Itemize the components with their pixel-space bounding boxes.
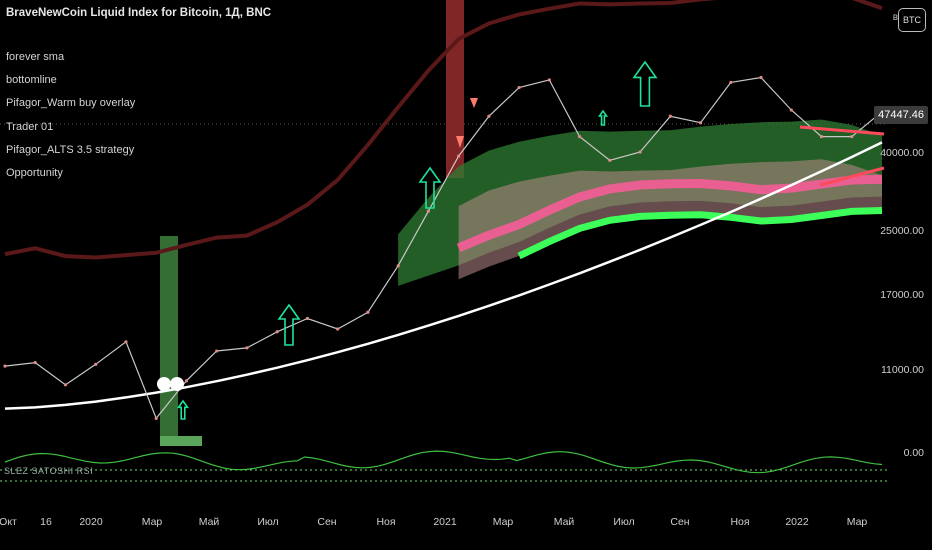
triangle-down-icon [470,98,478,108]
symbol-badge[interactable]: BTC [898,8,926,32]
price-point [608,158,612,162]
price-point [63,383,68,387]
chart-title: BraveNewCoin Liquid Index for Bitcoin, 1… [6,7,272,19]
price-point [517,85,521,90]
x-tick-label: 2022 [785,516,809,528]
triangle-down-icon [456,136,464,148]
price-point [366,310,370,314]
y-tick-label: 17000.00 [880,289,924,301]
price-point [457,154,461,158]
price-point [396,264,400,268]
arrow-up-icon [597,109,609,126]
last-price-tag: 47447.46 [874,106,928,124]
green-cloud [398,119,882,286]
price-point [729,80,733,85]
x-tick-label: Мар [846,516,868,528]
price-point [819,135,824,139]
indicator-legend: forever sma bottomline Pifagor_Warm buy … [6,22,135,185]
price-point [668,114,672,118]
price-point [850,135,854,139]
top-signal-bar [446,0,464,178]
price-point [124,340,128,344]
price-point [698,121,703,125]
x-tick-label: Май [553,516,575,528]
rsi-line [4,450,883,474]
legend-item-opportunity[interactable]: Opportunity [6,167,63,180]
arrow-up-icon [277,303,301,346]
bottom-signal-bar [160,236,178,444]
price-point [759,75,763,80]
bottom-marker [170,377,184,391]
red-trendline-upper [799,125,885,136]
x-tick-label: Май [198,516,220,528]
legend-item-forever-sma[interactable]: forever sma [6,51,65,63]
arrow-up-icon [632,60,658,107]
x-tick-label: Ноя [730,516,750,528]
x-tick-label: Июл [257,516,279,528]
x-tick-label: Мар [492,516,514,528]
x-tick-label: 2020 [79,516,103,528]
bottom-signal-base [160,436,202,446]
forever-sma-line [4,141,883,410]
arrow-up-icon [176,399,190,420]
price-point [487,114,491,118]
y-tick-label: 11000.00 [880,364,924,376]
y-tick-label: 25000.00 [880,225,924,237]
x-tick-label: Сен [317,516,337,528]
y-tick-label: 0.00 [903,447,924,459]
price-point [305,316,310,321]
price-point [33,360,37,365]
legend-item-warm-buy[interactable]: Pifagor_Warm buy overlay [6,97,136,110]
x-tick-label: Сен [670,516,690,528]
price-point [3,364,7,368]
price-point [336,327,340,331]
price-point [215,349,219,353]
price-point [577,135,582,139]
price-point [426,209,430,213]
price-point [245,346,249,350]
bottom-marker [157,377,171,391]
price-point [154,416,158,420]
lower-pane-label: SLEZ SATOSHI RSI [4,466,94,476]
price-point [184,379,189,383]
price-series-line [4,76,883,420]
x-tick-label: 2021 [433,516,457,528]
legend-item-trader[interactable]: Trader 01 [6,120,54,133]
arrow-up-icon [418,166,442,209]
price-point [275,330,279,334]
x-tick-label: Июл [613,516,635,528]
pink-band [456,174,883,253]
legend-item-alts-strategy[interactable]: Pifagor_ALTS 3.5 strategy [6,143,135,156]
x-tick-label: Ноя [376,516,396,528]
price-point [789,108,793,112]
red-trendline-lower [819,166,885,187]
x-tick-label: Окт [0,516,17,528]
log-scale-label[interactable]: в [892,12,898,23]
price-point [638,150,642,154]
x-tick-label: Мар [141,516,163,528]
price-point [94,362,98,366]
legend-item-bottomline[interactable]: bottomline [6,74,57,87]
price-point [547,78,551,82]
y-tick-label: 40000.00 [880,147,924,159]
green-band [517,207,883,260]
upper-envelope [4,0,883,260]
x-tick-label: 16 [40,516,52,528]
